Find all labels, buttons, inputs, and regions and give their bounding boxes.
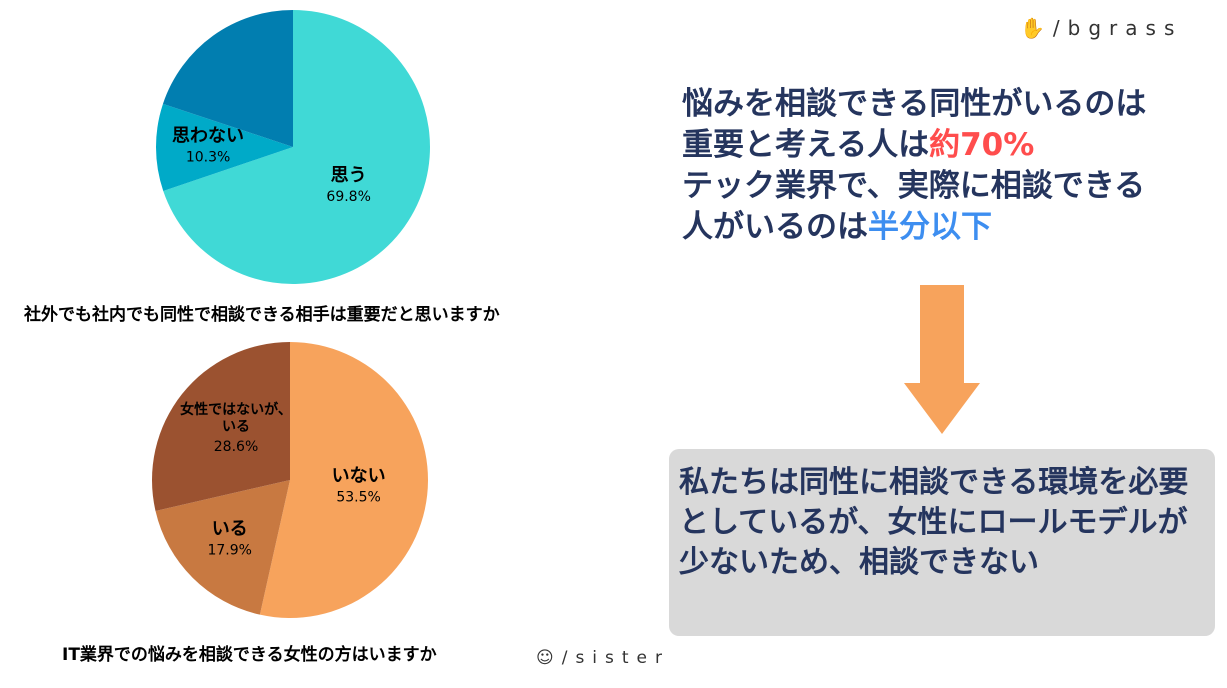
slice-value: 69.8% xyxy=(326,189,370,205)
slice-label: いる xyxy=(222,419,250,435)
slice-label: いない xyxy=(332,466,386,487)
headline-line4: 人がいるのは半分以下 xyxy=(682,209,992,245)
down-arrow xyxy=(904,285,980,434)
headline-line1: 悩みを相談できる同性がいるのは xyxy=(682,86,1147,122)
chart1-title: 社外でも社内でも同性で相談できる相手は重要だと思いますか xyxy=(24,305,500,325)
chart2-title: IT業界での悩みを相談できる女性の方はいますか xyxy=(62,645,437,665)
conclusion-text: 私たちは同性に相談できる環境を必要としているが、女性にロールモデルが少ないため、… xyxy=(679,465,1189,580)
slice-label: 思う xyxy=(331,165,367,186)
slice-value: 53.5% xyxy=(336,490,380,506)
slice-value: 17.9% xyxy=(207,543,251,559)
pie-slice xyxy=(163,10,430,284)
pie-slice xyxy=(259,342,428,619)
conclusion-box: 私たちは同性に相談できる環境を必要としているが、女性にロールモデルが少ないため、… xyxy=(669,449,1215,636)
headline-line2: 重要と考える人は約70% xyxy=(682,127,1035,163)
headline-line3: テック業界で、実際に相談できる xyxy=(682,168,1146,204)
slice-label: 思わない xyxy=(172,125,244,146)
pie-slice xyxy=(162,10,293,147)
pie-slice xyxy=(151,342,290,511)
slice-value: 28.6% xyxy=(214,439,258,455)
headline: 悩みを相談できる同性がいるのは 重要と考える人は約70% テック業界で、実際に相… xyxy=(682,84,1146,248)
slice-value: 10.3% xyxy=(186,149,230,165)
pie-slice xyxy=(155,480,290,615)
pie-slice xyxy=(156,103,293,191)
bgrass-logo: ✋/bgrass xyxy=(1020,16,1183,40)
slice-label: 女性ではないが、 xyxy=(180,401,292,418)
slice-label: いる xyxy=(212,519,248,540)
sister-logo: ☺/sister xyxy=(536,648,671,668)
